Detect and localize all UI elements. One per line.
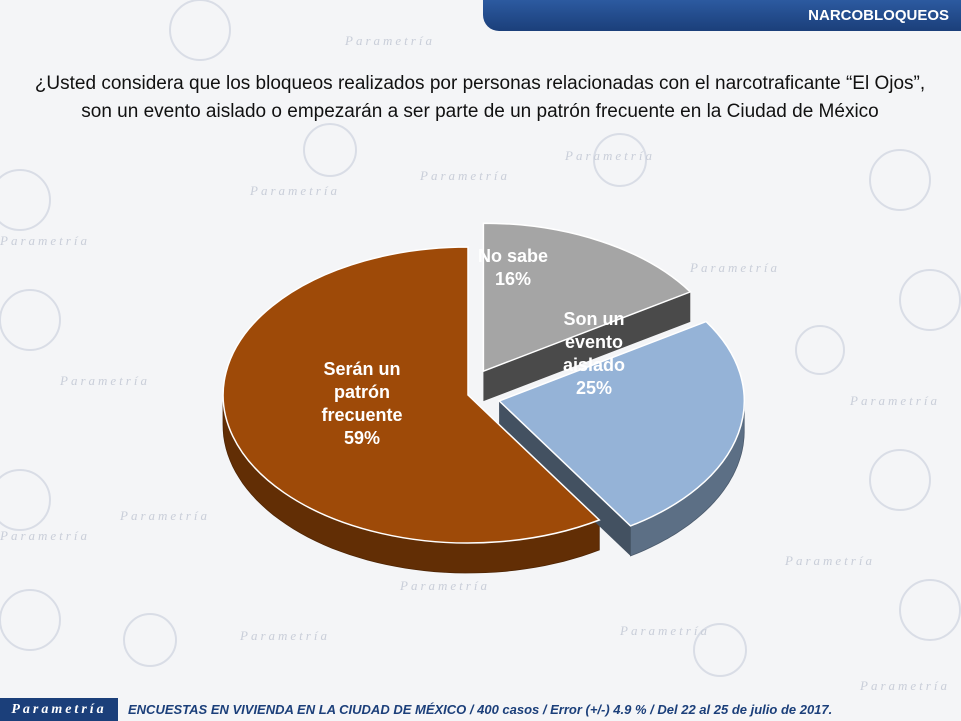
pie-slice <box>482 222 692 373</box>
watermark-text: Parametría <box>59 373 150 388</box>
watermark-text: Parametría <box>399 578 490 593</box>
watermark-text: Parametría <box>119 508 210 523</box>
watermark-text: Parametría <box>344 33 435 48</box>
watermark-text: Parametría <box>419 168 510 183</box>
parametria-logo: Parametría <box>0 698 118 721</box>
watermark-text: Parametría <box>849 393 940 408</box>
section-title-tab: NARCOBLOQUEOS <box>483 0 961 31</box>
section-title: NARCOBLOQUEOS <box>808 7 949 24</box>
watermark-text: Parametría <box>249 183 340 198</box>
watermark-text: Parametría <box>0 528 90 543</box>
footer-note: ENCUESTAS EN VIVIENDA EN LA CIUDAD DE MÉ… <box>128 702 833 717</box>
watermark-texts: Parametría Parametría Parametría Paramet… <box>0 33 950 693</box>
survey-question: ¿Usted considera que los bloqueos realiz… <box>34 73 926 122</box>
watermark-text: Parametría <box>564 148 655 163</box>
watermark-text: Parametría <box>0 233 90 248</box>
pie-slice-cut <box>483 291 691 402</box>
pie-slice <box>497 320 745 527</box>
pie-slice-label: Son un evento aislado 25% <box>563 309 625 398</box>
watermark-text: Parametría <box>239 628 330 643</box>
pie-slice <box>222 246 601 544</box>
pie-slice-label: No sabe 16% <box>478 246 548 289</box>
watermark-text: Parametría <box>859 678 950 693</box>
watermark-text: Parametría <box>689 260 780 275</box>
watermark-text: Parametría <box>619 623 710 638</box>
pie-slice-label: Serán un patrón frecuente 59% <box>321 359 402 448</box>
pie-slice-cut <box>499 400 631 556</box>
watermark-text: Parametría <box>784 553 875 568</box>
